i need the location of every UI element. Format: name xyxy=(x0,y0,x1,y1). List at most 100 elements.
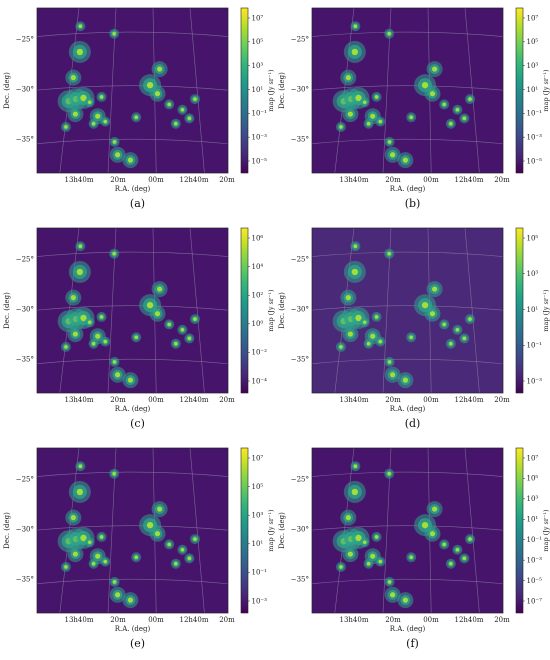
caption: (b) xyxy=(404,197,421,210)
colorbar xyxy=(515,447,524,614)
x-tick-label: 13h40m xyxy=(340,396,369,404)
source-marker xyxy=(177,544,188,555)
source-marker xyxy=(342,106,359,123)
plot-frame xyxy=(311,447,504,614)
x-tick-label: 00m xyxy=(148,176,164,184)
map-background xyxy=(312,8,503,173)
graticule-line xyxy=(37,525,228,531)
source-marker xyxy=(426,61,443,78)
colorbar-tick-label: 10⁵ xyxy=(527,234,539,242)
x-tick-label: 12h40m xyxy=(455,176,484,184)
graticule-line xyxy=(464,8,480,173)
x-tick-label: 20m xyxy=(219,616,235,624)
source-marker xyxy=(359,97,370,108)
y-axis-label: Dec. (deg) xyxy=(278,292,286,329)
colorbar-tick-label: 10⁻³ xyxy=(527,377,543,385)
colorbar-tick-label: 10⁻⁷ xyxy=(527,597,543,605)
source-marker xyxy=(149,85,166,102)
source-marker xyxy=(424,525,441,542)
x-tick-label: 00m xyxy=(148,616,164,624)
source-marker xyxy=(335,121,346,132)
x-tick-label: 13h40m xyxy=(340,616,369,624)
x-axis-label: R.A. (deg) xyxy=(390,625,426,633)
source-marker xyxy=(397,372,414,389)
source-marker xyxy=(75,21,86,32)
x-tick-label: 20m xyxy=(385,616,401,624)
x-axis-label: R.A. (deg) xyxy=(390,185,426,193)
source-marker xyxy=(149,305,166,322)
colorbar-tick-label: 10³ xyxy=(527,62,539,70)
colorbar-tick-label: 10⁻¹ xyxy=(252,569,268,577)
source-marker xyxy=(452,104,463,115)
source-marker xyxy=(184,113,195,124)
colorbar-tick-label: 10⁻³ xyxy=(252,597,268,605)
source-marker xyxy=(67,546,84,563)
graticule-line xyxy=(37,471,228,477)
x-tick-label: 13h40m xyxy=(65,176,94,184)
source-marker xyxy=(67,106,84,123)
graticule-line xyxy=(312,85,503,91)
source-marker xyxy=(151,61,168,78)
plot-frame xyxy=(36,227,229,394)
source-marker xyxy=(100,336,111,347)
source-marker xyxy=(342,326,359,343)
source-marker xyxy=(60,341,71,352)
y-tick-label: −25° xyxy=(16,476,34,484)
source-marker xyxy=(109,468,120,479)
source-marker xyxy=(109,146,126,163)
source-marker xyxy=(335,341,346,352)
source-marker xyxy=(359,537,370,548)
source-marker xyxy=(149,525,166,542)
source-marker xyxy=(343,480,366,503)
source-marker xyxy=(170,338,181,349)
colorbar xyxy=(240,227,249,394)
source-marker xyxy=(164,99,175,110)
caption: (c) xyxy=(130,417,145,430)
source-marker xyxy=(452,544,463,555)
source-marker xyxy=(335,561,346,572)
source-marker xyxy=(406,552,417,563)
colorbar-label: map (Jy sr⁻¹) xyxy=(542,289,550,332)
colorbar-tick-label: 10⁻² xyxy=(252,349,268,357)
y-tick-label: −25° xyxy=(291,36,309,44)
colorbar-tick-label: 10¹ xyxy=(527,306,539,314)
x-axis-label: R.A. (deg) xyxy=(115,185,151,193)
colorbar xyxy=(515,227,524,394)
source-marker xyxy=(109,356,120,367)
colorbar-label: map (Jy sr⁻¹) xyxy=(267,289,275,332)
source-marker xyxy=(68,260,91,283)
graticule-line xyxy=(189,448,205,613)
source-marker xyxy=(75,461,86,472)
source-marker xyxy=(343,260,366,283)
y-tick-label: −30° xyxy=(291,526,309,534)
x-axis-label: R.A. (deg) xyxy=(115,625,151,633)
source-marker xyxy=(84,317,95,328)
x-tick-label: 12h40m xyxy=(455,616,484,624)
x-tick-label: 20m xyxy=(219,176,235,184)
x-axis-label: R.A. (deg) xyxy=(115,405,151,413)
x-tick-label: 20m xyxy=(494,396,510,404)
source-marker xyxy=(68,40,91,63)
source-marker xyxy=(452,324,463,335)
graticule-line xyxy=(312,525,503,531)
y-tick-label: −35° xyxy=(291,576,309,584)
source-marker xyxy=(426,281,443,298)
graticule-line xyxy=(37,358,228,365)
x-tick-label: 20m xyxy=(494,616,510,624)
colorbar-label: map (Jy sr⁻¹) xyxy=(542,69,550,112)
x-tick-label: 00m xyxy=(423,616,439,624)
source-marker xyxy=(439,539,450,550)
source-marker xyxy=(375,336,386,347)
colorbar-label: map (Jy sr⁻¹) xyxy=(542,509,550,552)
colorbar xyxy=(515,7,524,174)
source-marker xyxy=(109,28,120,39)
colorbar-tick-label: 10⁻¹ xyxy=(252,110,268,118)
graticule-line xyxy=(37,138,228,145)
colorbar-label: map (Jy sr⁻¹) xyxy=(267,69,275,112)
source-marker xyxy=(184,553,195,564)
x-tick-label: 00m xyxy=(423,396,439,404)
colorbar-tick-label: 10⁵ xyxy=(527,38,539,46)
